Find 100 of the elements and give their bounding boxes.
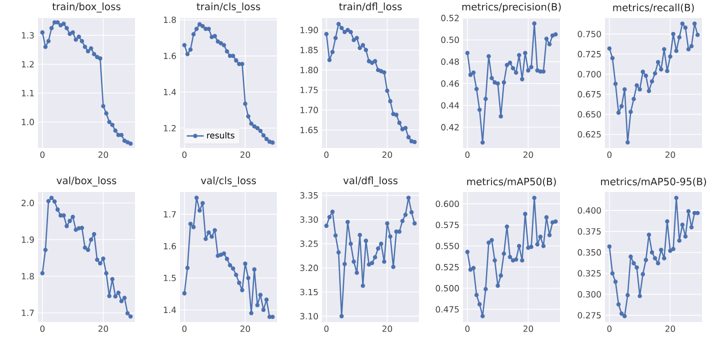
y-tick-label: 1.75 (300, 86, 318, 94)
point (98, 56, 102, 61)
point (607, 244, 612, 249)
point (613, 82, 618, 86)
point (210, 234, 214, 239)
point (520, 77, 524, 82)
point (200, 24, 205, 28)
y-tick-label: 1.2 (164, 124, 176, 132)
point (230, 266, 236, 271)
point (333, 36, 338, 40)
point (638, 294, 642, 298)
point (686, 47, 691, 52)
point (403, 126, 408, 130)
point (409, 139, 414, 144)
y-tick-label: 1.8 (22, 273, 34, 280)
y-tick-label: 0.46 (441, 80, 459, 87)
y-tick-label: 0.52 (441, 14, 459, 22)
y-tick-label: 0.44 (441, 102, 459, 109)
y-tick-label: 1.8 (164, 16, 176, 24)
point (110, 277, 114, 282)
point (529, 65, 534, 70)
point (610, 56, 615, 60)
point (197, 208, 202, 213)
point (104, 111, 108, 116)
point (532, 196, 536, 200)
point (662, 47, 666, 52)
y-tick-label: 1.4 (164, 88, 176, 96)
point (224, 49, 230, 54)
point (492, 258, 497, 263)
y-tick-label: 0.600 (436, 200, 459, 208)
y-tick-label: 1.1 (22, 90, 34, 96)
y-tick-label: 0.500 (436, 285, 459, 292)
point (80, 38, 84, 44)
point (360, 43, 366, 48)
point (92, 232, 96, 236)
point (394, 229, 398, 234)
point (364, 48, 368, 52)
y-tick-label: 0.300 (578, 291, 601, 298)
point (370, 260, 374, 266)
point (662, 256, 666, 260)
point (366, 59, 372, 64)
legend-label: results (207, 132, 234, 139)
point (68, 218, 72, 224)
point (216, 254, 220, 258)
point (346, 220, 350, 224)
point (486, 240, 491, 245)
point (465, 50, 470, 56)
point (550, 220, 555, 225)
point (352, 38, 356, 42)
y-tick-label: 3.25 (300, 240, 318, 247)
point (122, 296, 127, 300)
point (523, 50, 528, 56)
point (498, 273, 504, 278)
point (650, 79, 654, 84)
point (234, 272, 238, 277)
x-tick-label: 0 (182, 152, 187, 158)
point (632, 261, 636, 266)
point (532, 21, 536, 26)
point (80, 226, 84, 230)
point (330, 50, 335, 54)
chart-title: metrics/mAP50-95(B) (601, 178, 706, 186)
point (668, 54, 672, 59)
point (376, 68, 380, 72)
point (671, 32, 676, 36)
point (490, 238, 494, 242)
y-tick-label: 0.625 (578, 131, 601, 138)
point (55, 207, 60, 212)
chart-title: metrics/precision(B) (462, 2, 561, 12)
point (397, 120, 402, 125)
point (409, 210, 414, 214)
x-tick-label: 0 (607, 326, 612, 332)
point (385, 221, 390, 226)
point (224, 256, 230, 262)
y-tick-label: 0.475 (436, 306, 459, 313)
point (92, 52, 96, 56)
chart-title: train/dfl_loss (339, 2, 402, 12)
point (477, 108, 482, 112)
point (471, 266, 476, 270)
point (379, 69, 384, 74)
point (348, 242, 353, 246)
y-tick-label: 1.3 (22, 32, 34, 39)
y-tick-label: 3.20 (300, 264, 318, 272)
x-tick-label: 0 (465, 326, 470, 332)
point (619, 104, 624, 108)
point (674, 196, 678, 200)
point (379, 242, 384, 246)
point (358, 232, 362, 238)
y-tick-label: 0.42 (441, 124, 459, 130)
chart-title: train/cls_loss (196, 2, 260, 12)
x-tick-label: 20 (382, 152, 392, 158)
point (406, 196, 411, 200)
x-tick-label: 20 (98, 326, 108, 332)
y-tick-label: 0.325 (578, 270, 601, 277)
point (468, 268, 473, 272)
point (240, 62, 244, 66)
point (267, 140, 272, 144)
y-tick-label: 1.70 (300, 106, 318, 114)
point (638, 87, 642, 92)
y-tick-label: 1.7 (22, 310, 34, 316)
point (191, 32, 196, 36)
